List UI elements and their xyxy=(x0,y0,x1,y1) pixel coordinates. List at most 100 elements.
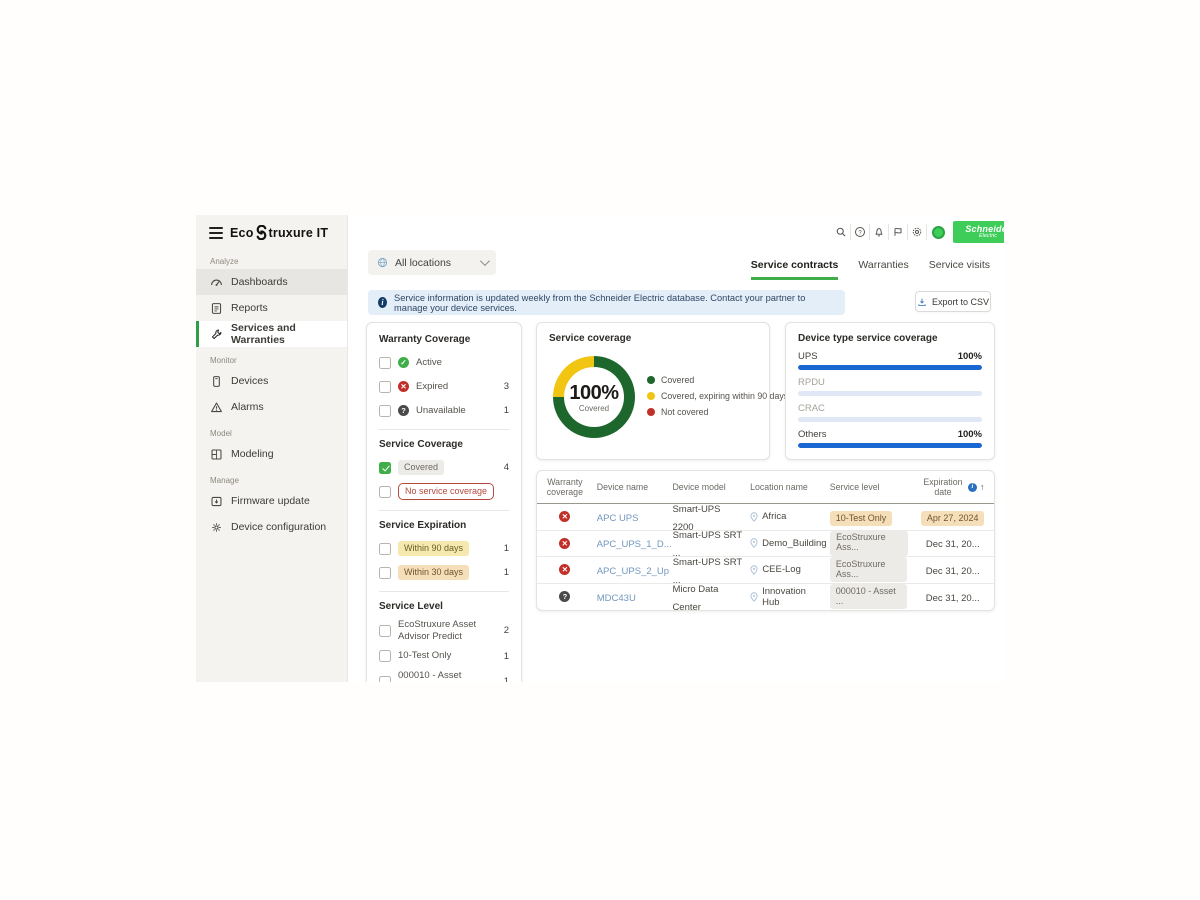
checkbox[interactable] xyxy=(379,404,391,417)
dashboard-icon xyxy=(211,279,222,286)
device-link[interactable]: APC_UPS_1_D... xyxy=(596,539,672,551)
notifications-bell-icon[interactable] xyxy=(870,224,889,240)
col-service-level[interactable]: Service level xyxy=(829,481,880,492)
filter-option-10-test-only[interactable]: 10-Test Only 1 xyxy=(379,646,509,667)
col-device-model[interactable]: Device model xyxy=(672,481,726,492)
filter-option-no-service-coverage[interactable]: No service coverage xyxy=(379,481,509,502)
location-pin-icon xyxy=(750,512,758,522)
device-link[interactable]: APC_UPS_2_Up xyxy=(596,565,670,577)
filter-option-covered[interactable]: Covered 4 xyxy=(379,457,509,478)
chevron-down-icon xyxy=(479,256,490,267)
donut-value: 100% xyxy=(569,381,619,404)
alarm-triangle-icon xyxy=(211,402,222,412)
col-location-name[interactable]: Location name xyxy=(750,481,808,492)
service-level-chip: 000010 - Asset ... xyxy=(829,584,908,610)
table-row[interactable]: ✕ APC_UPS_2_Up Smart-UPS SRT ... CEE-Log… xyxy=(537,557,994,586)
sidebar-item-label: Alarms xyxy=(231,401,264,413)
filter-option-unavailable[interactable]: ? Unavailable 1 xyxy=(379,400,509,421)
sidebar-item-devices[interactable]: Devices xyxy=(196,368,347,394)
checkbox[interactable] xyxy=(379,624,391,637)
location-pin-icon xyxy=(750,565,758,575)
hamburger-menu-icon[interactable] xyxy=(209,226,223,239)
col-device-name[interactable]: Device name xyxy=(596,481,649,492)
sidebar-item-alarms[interactable]: Alarms xyxy=(196,394,347,420)
checkbox[interactable] xyxy=(379,650,391,663)
feedback-flag-icon[interactable] xyxy=(889,224,908,240)
info-icon: i xyxy=(378,297,388,308)
device-type-coverage-card: Device type service coverage UPS 100% RPD… xyxy=(785,322,995,460)
table-row[interactable]: ✕ APC UPS Smart-UPS 2200 Africa 10-Test … xyxy=(537,504,994,533)
bar-fill xyxy=(798,443,982,448)
filter-option-asset-preventive[interactable]: 000010 - Asset Preventive (E&P-FR) 1 xyxy=(379,670,509,682)
globe-icon xyxy=(377,257,388,268)
brand-line2: Electric xyxy=(978,233,998,239)
sidebar-item-modeling[interactable]: Modeling xyxy=(196,441,347,467)
filter-option-active[interactable]: ✓ Active xyxy=(379,352,509,373)
service-coverage-card: Service coverage 100% Covered Covered Co… xyxy=(536,322,788,460)
tab-warranties[interactable]: Warranties xyxy=(858,259,909,271)
report-icon xyxy=(211,302,222,314)
settings-gear-icon[interactable] xyxy=(908,224,927,240)
sidebar-item-reports[interactable]: Reports xyxy=(196,295,347,321)
search-icon[interactable] xyxy=(832,224,851,240)
user-avatar[interactable] xyxy=(932,225,945,239)
sidebar-item-services-and-warranties[interactable]: Services and Warranties xyxy=(196,321,347,347)
table-row[interactable]: ? MDC43U Micro Data Center Innovation Hu… xyxy=(537,584,994,610)
location-selector-value: All locations xyxy=(395,256,452,269)
location-pin-icon xyxy=(750,592,758,602)
wrench-icon xyxy=(211,329,222,339)
bar-row-ups: UPS 100% xyxy=(798,351,982,370)
filter-option-asset-advisor-predict[interactable]: EcoStruxure Asset Advisor Predict 2 xyxy=(379,619,509,643)
legend-item-covered: Covered xyxy=(647,375,788,385)
checkbox-checked[interactable] xyxy=(379,461,391,474)
sidebar-item-label: Firmware update xyxy=(231,495,310,507)
filter-option-expired[interactable]: ✕ Expired 3 xyxy=(379,376,509,397)
checkbox[interactable] xyxy=(379,566,391,579)
location-selector[interactable]: All locations xyxy=(368,250,496,275)
table-row[interactable]: ✕ APC_UPS_1_D... Smart-UPS SRT ... Demo_… xyxy=(537,530,994,559)
device-type-title: Device type service coverage xyxy=(798,333,938,344)
col-warranty-coverage[interactable]: Warranty coverage xyxy=(546,476,583,497)
device-link[interactable]: APC UPS xyxy=(596,512,639,524)
modeling-icon xyxy=(211,449,222,459)
sidebar-item-label: Modeling xyxy=(231,448,274,460)
tab-service-contracts[interactable]: Service contracts xyxy=(750,259,839,280)
checkbox[interactable] xyxy=(379,542,391,555)
export-to-csv-button[interactable]: Export to CSV xyxy=(915,291,991,312)
bar-track xyxy=(798,391,982,396)
filter-group-title: Warranty Coverage xyxy=(379,334,471,345)
sort-ascending-icon[interactable]: ↑ xyxy=(979,481,985,492)
brand-line1: Schneider xyxy=(965,224,1004,234)
tab-service-visits[interactable]: Service visits xyxy=(928,259,990,271)
legend-item-expiring: Covered, expiring within 90 days xyxy=(647,391,788,401)
filter-option-within-30-days[interactable]: Within 30 days 1 xyxy=(379,562,509,583)
filter-option-within-90-days[interactable]: Within 90 days 1 xyxy=(379,538,509,559)
sidebar-item-label: Services and Warranties xyxy=(231,322,296,346)
firmware-update-icon xyxy=(211,496,222,506)
filter-group-title: Service Coverage xyxy=(379,439,463,450)
sidebar-section-monitor: Monitor xyxy=(210,356,237,365)
location-pin-icon xyxy=(750,538,758,549)
sidebar-item-device-configuration[interactable]: Device configuration xyxy=(196,514,347,540)
device-link[interactable]: MDC43U xyxy=(596,592,636,604)
filter-group-title: Service Level xyxy=(379,601,443,612)
expiration-chip: Apr 27, 2024 xyxy=(920,511,985,526)
bar-track xyxy=(798,365,982,370)
filter-group-title: Service Expiration xyxy=(379,520,467,531)
sidebar-item-firmware-update[interactable]: Firmware update xyxy=(196,488,347,514)
legend-dot-green xyxy=(647,376,655,384)
sidebar-item-dashboards[interactable]: Dashboards xyxy=(196,269,347,295)
column-info-icon[interactable]: i xyxy=(967,482,977,492)
table-header-row: Warranty coverage Device name Device mod… xyxy=(537,471,994,504)
device-configuration-icon xyxy=(212,522,221,532)
col-expiration-date[interactable]: Expiration date i ↑ xyxy=(923,476,985,497)
checkbox[interactable] xyxy=(379,356,391,369)
sidebar-section-model: Model xyxy=(210,429,232,438)
info-banner: i Service information is updated weekly … xyxy=(368,290,845,315)
legend-dot-yellow xyxy=(647,392,655,400)
help-icon[interactable]: ? xyxy=(851,224,870,240)
checkbox[interactable] xyxy=(379,485,391,498)
checkbox[interactable] xyxy=(379,675,391,682)
checkbox[interactable] xyxy=(379,380,391,393)
service-coverage-title: Service coverage xyxy=(549,333,632,344)
